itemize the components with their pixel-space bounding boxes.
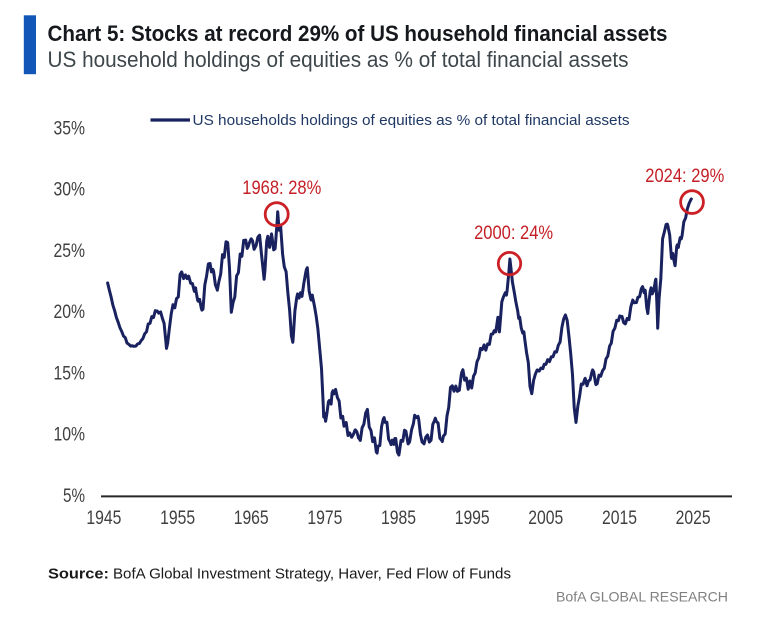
svg-text:US households holdings of equi: US households holdings of equities as % … <box>193 112 630 129</box>
svg-text:2005: 2005 <box>528 507 563 529</box>
svg-text:1955: 1955 <box>160 507 195 529</box>
svg-text:20%: 20% <box>54 301 86 323</box>
svg-text:1968: 28%: 1968: 28% <box>242 178 321 199</box>
svg-text:US household holdings of equit: US household holdings of equities as % o… <box>48 47 629 72</box>
svg-text:15%: 15% <box>54 362 86 384</box>
svg-text:1965: 1965 <box>234 507 269 529</box>
svg-text:1945: 1945 <box>86 507 121 529</box>
svg-text:1975: 1975 <box>307 507 342 529</box>
svg-text:2015: 2015 <box>602 507 637 529</box>
svg-text:Source:BofA Global Investment: Source: BofA Global Investment Strategy, … <box>48 565 511 582</box>
svg-text:5%: 5% <box>63 485 85 507</box>
svg-text:2000: 24%: 2000: 24% <box>474 223 553 244</box>
svg-text:2025: 2025 <box>676 507 711 529</box>
svg-text:35%: 35% <box>54 117 86 139</box>
svg-text:10%: 10% <box>54 424 86 446</box>
svg-text:30%: 30% <box>54 179 86 201</box>
svg-text:BofA GLOBAL RESEARCH: BofA GLOBAL RESEARCH <box>556 589 728 605</box>
svg-text:Chart 5: Stocks at record 29%: Chart 5: Stocks at record 29% of US hous… <box>48 21 668 46</box>
svg-text:1995: 1995 <box>455 507 490 529</box>
svg-text:25%: 25% <box>54 240 86 262</box>
svg-text:2024: 29%: 2024: 29% <box>645 166 724 187</box>
svg-text:1985: 1985 <box>381 507 416 529</box>
